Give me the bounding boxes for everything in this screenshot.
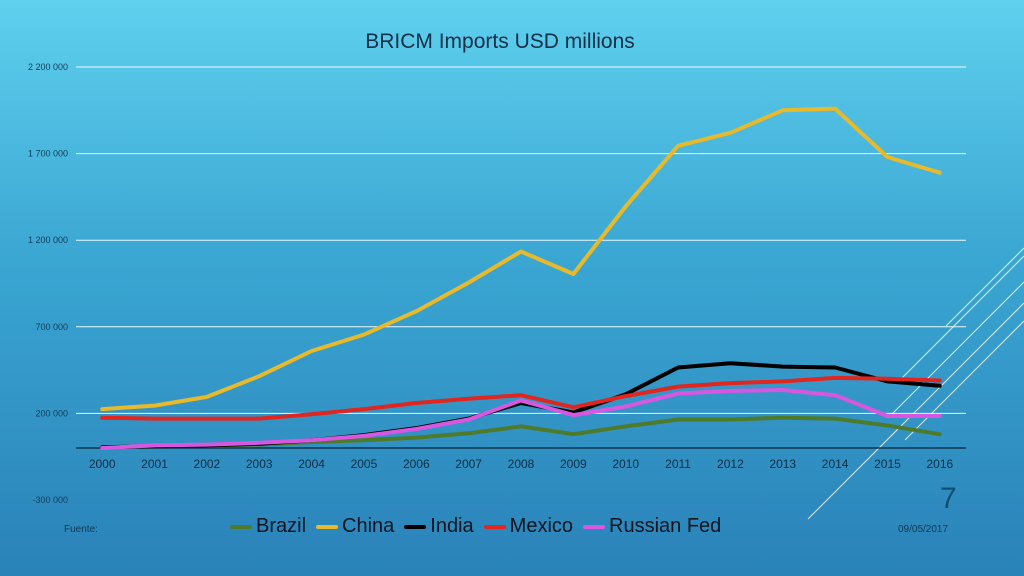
legend-label: Russian Fed [609, 515, 722, 537]
x-tick-label: 2000 [89, 457, 116, 471]
y-tick-label: 1 700 000 [28, 149, 68, 159]
decoration-line [945, 247, 1024, 327]
y-tick-label: 1 200 000 [28, 235, 68, 245]
chart-title: BRICM Imports USD millions [365, 30, 635, 53]
y-tick-label: -300 000 [32, 495, 68, 505]
chart-legend: Brazil China India Mexico Russian Fed [230, 515, 721, 538]
x-tick-label: 2005 [351, 457, 378, 471]
x-tick-label: 2010 [612, 457, 639, 471]
legend-item: Mexico [483, 515, 574, 538]
legend-item: China [316, 515, 394, 538]
x-tick-label: 2001 [141, 457, 168, 471]
y-tick-label: 700 000 [35, 322, 68, 332]
x-tick-label: 2011 [665, 457, 691, 471]
legend-swatch [404, 524, 427, 529]
x-tick-label: 2008 [508, 457, 535, 471]
x-tick-label: 2003 [246, 457, 273, 471]
legend-label: India [430, 515, 474, 537]
legend-item: Brazil [230, 515, 306, 538]
legend-swatch [583, 524, 606, 529]
legend-item: India [404, 515, 474, 538]
legend-swatch [230, 524, 252, 529]
x-tick-label: 2015 [874, 457, 901, 471]
x-tick-label: 2012 [717, 457, 744, 471]
decoration-line [899, 255, 1024, 381]
x-tick-label: 2009 [560, 457, 587, 471]
x-tick-label: 2016 [926, 457, 953, 471]
legend-label: China [342, 515, 395, 537]
legend-item: Russian Fed [583, 515, 721, 538]
y-tick-label: 200 000 [35, 408, 68, 418]
x-tick-label: 2002 [194, 457, 221, 471]
footer-source: Fuente: [64, 524, 98, 535]
page-number: 7 [940, 482, 957, 515]
x-tick-label: 2013 [769, 457, 796, 471]
series-line-russian-fed [100, 388, 942, 450]
decoration-line [807, 302, 1024, 520]
series-line-india [100, 361, 942, 450]
x-tick-label: 2014 [822, 457, 849, 471]
decoration-line [887, 281, 1024, 419]
series-line-mexico [100, 375, 942, 421]
footer-date: 09/05/2017 [898, 524, 949, 535]
legend-label: Mexico [509, 515, 574, 537]
legend-swatch [316, 524, 339, 529]
x-tick-label: 2004 [298, 457, 325, 471]
series-line-china [100, 106, 942, 412]
decoration-line [904, 320, 1024, 441]
x-tick-label: 2006 [403, 457, 430, 471]
y-tick-label: 2 200 000 [28, 62, 68, 72]
x-tick-label: 2007 [455, 457, 482, 471]
legend-label: Brazil [256, 515, 307, 537]
legend-swatch [483, 524, 506, 529]
